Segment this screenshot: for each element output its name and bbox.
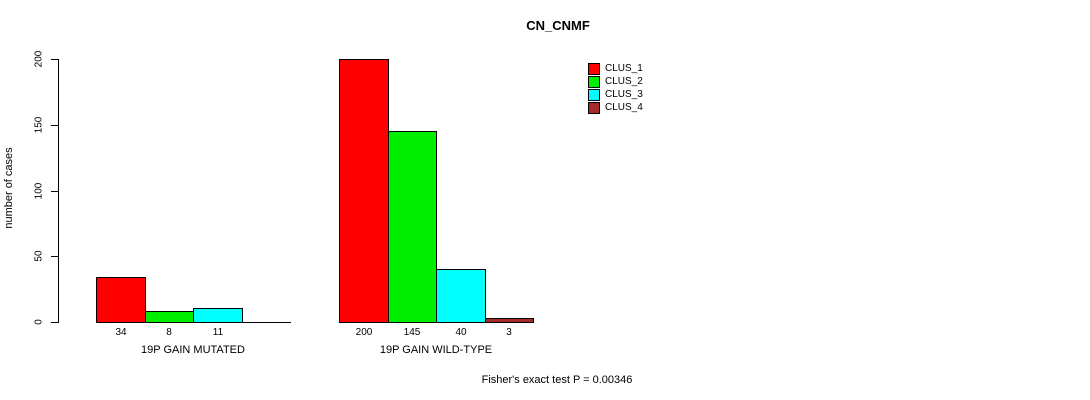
y-axis-tick [51,125,58,126]
bar [485,318,534,323]
y-axis-tick-label: 200 [33,50,45,68]
legend-label: CLUS_1 [605,63,643,74]
y-axis-tick [51,322,58,323]
bar [145,311,194,323]
bar-value-label: 3 [506,327,512,338]
group-label: 19P GAIN MUTATED [141,344,245,356]
bar-value-label: 34 [115,327,127,338]
bar-value-label: 40 [455,327,467,338]
bar-zero [242,322,291,323]
y-axis-tick [51,191,58,192]
legend: CLUS_1 CLUS_2 CLUS_3 CLUS_4 [588,62,643,114]
legend-item: CLUS_3 [588,88,643,101]
legend-label: CLUS_3 [605,89,643,100]
bar [339,59,389,323]
bar-value-label: 11 [212,327,224,338]
legend-item: CLUS_4 [588,101,643,114]
legend-label: CLUS_4 [605,102,643,113]
bar [193,308,243,323]
bar [436,269,486,323]
y-axis-tick-label: 150 [33,116,45,134]
y-axis-tick-label: 50 [33,250,45,262]
y-axis-tick-label: 0 [33,319,45,325]
legend-item: CLUS_1 [588,62,643,75]
legend-swatch [588,62,600,75]
legend-swatch [588,101,600,114]
group-label: 19P GAIN WILD-TYPE [379,344,493,356]
bar-value-label: 8 [166,327,172,338]
bar [388,131,437,323]
y-axis-tick [51,59,58,60]
legend-swatch [588,75,600,88]
legend-item: CLUS_2 [588,75,643,88]
bar [96,277,146,323]
bar-value-label: 200 [355,327,373,338]
y-axis-tick-label: 100 [33,182,45,200]
legend-label: CLUS_2 [605,76,643,87]
y-axis-tick [51,256,58,257]
chart-title: CN_CNMF [526,18,590,33]
legend-swatch [588,88,600,101]
bar-value-label: 145 [403,327,421,338]
y-axis-line [58,59,59,323]
statistical-test-annotation: Fisher's exact test P = 0.00346 [481,374,633,386]
